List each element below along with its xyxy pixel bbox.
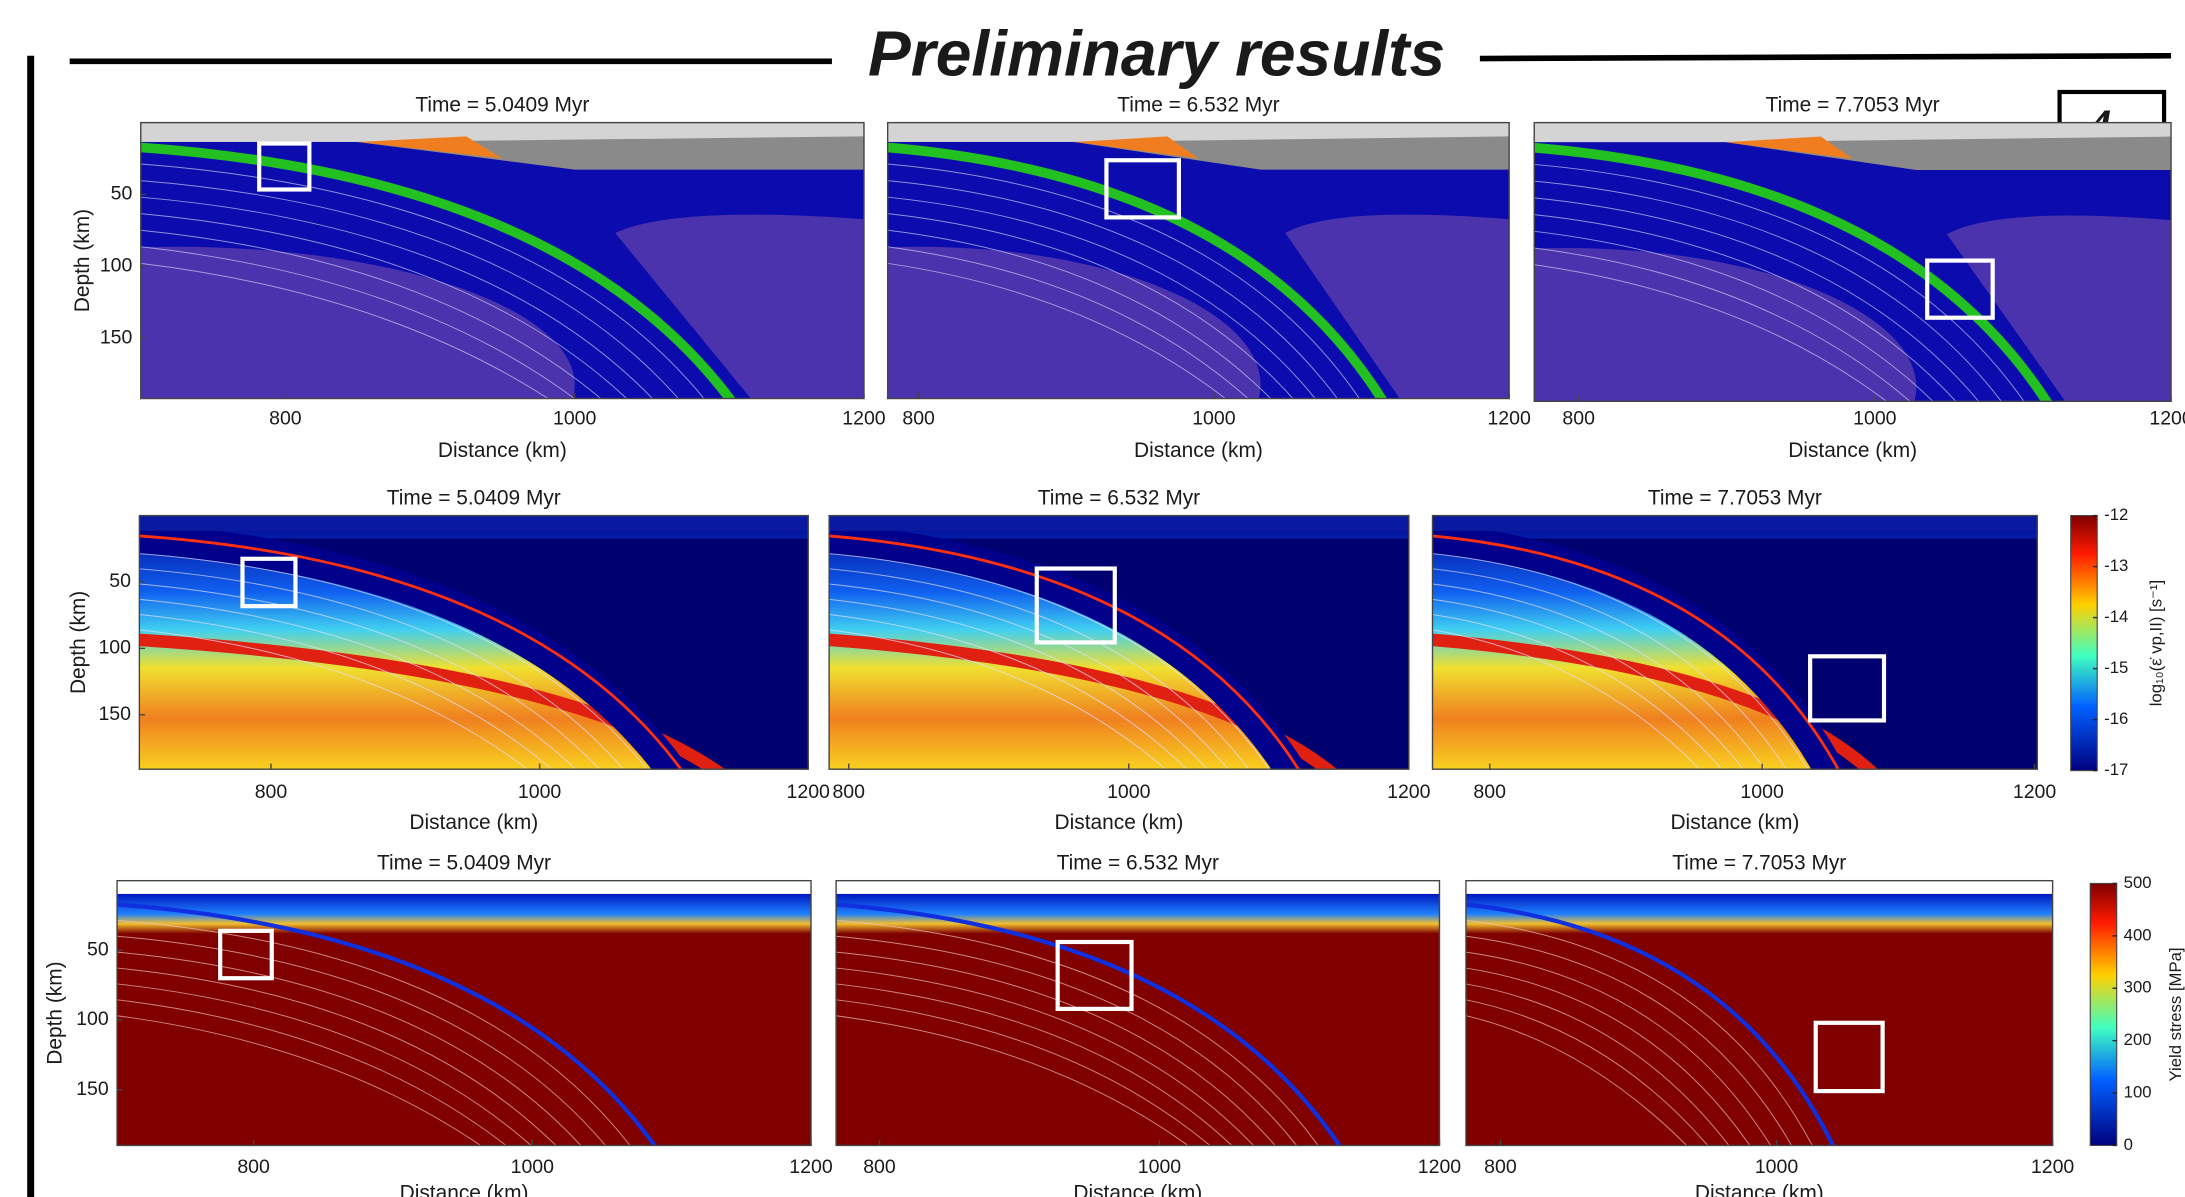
x-tick-label: 1000 — [1107, 781, 1151, 803]
colorbar-tick-label: -16 — [2104, 709, 2128, 728]
panel-title: Time = 5.0409 Myr — [387, 486, 561, 509]
y-tick-label: 50 — [109, 570, 131, 592]
x-axis-label: Distance (km) — [1788, 439, 1917, 462]
x-tick-label: 1200 — [2031, 1156, 2075, 1178]
colorbar-tick-label: 100 — [2124, 1082, 2152, 1101]
x-tick-label: 1000 — [553, 408, 597, 430]
panel-title: Time = 7.7053 Myr — [1672, 851, 1846, 874]
y-tick-label: 100 — [98, 637, 131, 659]
x-axis-label: Distance (km) — [1055, 811, 1184, 834]
y-tick-label: 100 — [76, 1008, 109, 1030]
panel-title: Time = 5.0409 Myr — [415, 93, 589, 116]
panel: Time = 7.7053 Myr 800 1000 1200 Distance (km… — [1466, 851, 2074, 1197]
colorbar-tick-label: 0 — [2124, 1135, 2133, 1154]
x-tick-label: 1200 — [1487, 408, 1531, 430]
colorbar-tick-label: -15 — [2104, 658, 2128, 677]
panel-title: Time = 7.7053 Myr — [1648, 486, 1822, 509]
x-axis-label: Distance (km) — [409, 811, 538, 834]
x-axis-label: Distance (km) — [400, 1182, 529, 1197]
surface — [829, 516, 1409, 531]
field — [1433, 516, 2038, 775]
colorbar-tick-label: -12 — [2104, 505, 2128, 524]
x-tick-label: 1000 — [1755, 1156, 1799, 1178]
upper-layer — [1466, 894, 2053, 934]
y-tick-label: 150 — [76, 1078, 109, 1100]
colorbar-tick-label: -17 — [2104, 760, 2128, 779]
x-tick-label: 1200 — [789, 1156, 833, 1178]
sky — [836, 881, 1439, 894]
x-tick-label: 800 — [1473, 781, 1506, 803]
x-axis-label: Distance (km) — [438, 439, 567, 462]
panel: Time = 5.0409 Myr 800 1000 1200 50 100 150 Dist… — [43, 851, 833, 1197]
y-tick-label: 100 — [100, 254, 133, 276]
x-tick-label: 1000 — [1740, 781, 1784, 803]
x-tick-label: 800 — [1484, 1156, 1517, 1178]
x-tick-label: 800 — [902, 408, 935, 430]
title-rule — [1480, 56, 2171, 59]
colorbar-label: Yield stress [MPa] — [2166, 947, 2185, 1081]
panel-title: Time = 7.7053 Myr — [1766, 93, 1940, 116]
y-tick-label: 50 — [87, 939, 109, 961]
x-tick-label: 1200 — [842, 408, 886, 430]
x-tick-label: 1000 — [1138, 1156, 1182, 1178]
x-tick-label: 800 — [832, 781, 865, 803]
colorbar-scale — [2090, 883, 2116, 1145]
field — [836, 881, 1439, 1151]
x-axis-label: Distance (km) — [1134, 439, 1263, 462]
colorbar-tick-label: 500 — [2124, 873, 2152, 892]
upper-layer — [117, 894, 811, 934]
x-tick-label: 1200 — [1418, 1156, 1462, 1178]
x-tick-label: 1200 — [2149, 408, 2185, 430]
x-axis-label: Distance (km) — [1695, 1182, 1824, 1197]
colorbar-tick-label: 300 — [2124, 978, 2152, 997]
y-axis-label: Depth (km) — [43, 961, 66, 1064]
x-tick-label: 1200 — [1387, 781, 1431, 803]
colorbar-tick-label: 400 — [2124, 925, 2152, 944]
field — [1466, 881, 2053, 1151]
x-axis-label: Distance (km) — [1073, 1182, 1202, 1197]
page-title: Preliminary results — [868, 17, 1445, 89]
field — [117, 881, 811, 1151]
colorbar-tick-label: 200 — [2124, 1030, 2152, 1049]
field — [139, 516, 808, 775]
surface — [139, 516, 808, 531]
y-tick-label: 50 — [111, 183, 133, 205]
x-tick-label: 800 — [269, 408, 302, 430]
page: {"header": {"title": "Preliminary result… — [0, 0, 2185, 1197]
colorbar-tick-label: -14 — [2104, 607, 2128, 626]
panel-title: Time = 6.532 Myr — [1117, 93, 1279, 116]
x-tick-label: 800 — [863, 1156, 896, 1178]
x-tick-label: 1200 — [787, 781, 831, 803]
panel-title: Time = 6.532 Myr — [1057, 851, 1219, 874]
sky — [117, 881, 811, 894]
colorbar-label: log₁₀(ε̇ vp,II) [s⁻¹] — [2147, 580, 2166, 706]
field — [829, 516, 1409, 775]
panel-title: Time = 5.0409 Myr — [377, 851, 551, 874]
x-tick-label: 1000 — [511, 1156, 555, 1178]
x-axis-label: Distance (km) — [1670, 811, 1799, 834]
y-tick-label: 150 — [100, 326, 133, 348]
x-tick-label: 800 — [1562, 408, 1595, 430]
x-tick-label: 1000 — [1192, 408, 1236, 430]
surface — [1433, 516, 2038, 531]
panel-title: Time = 6.532 Myr — [1038, 486, 1200, 509]
x-tick-label: 1000 — [518, 781, 562, 803]
x-tick-label: 800 — [255, 781, 288, 803]
sky — [1466, 881, 2053, 894]
y-axis-label: Depth (km) — [67, 591, 90, 694]
colorbar-scale — [2071, 516, 2097, 771]
colorbar-tick-label: -13 — [2104, 556, 2128, 575]
x-tick-label: 800 — [237, 1156, 270, 1178]
x-tick-label: 1200 — [2013, 781, 2057, 803]
y-tick-label: 150 — [98, 703, 131, 725]
x-tick-label: 1000 — [1853, 408, 1897, 430]
panel: Time = 6.532 Myr 800 1000 1200 Distance (km) — [836, 851, 1461, 1197]
y-axis-label: Depth (km) — [71, 209, 94, 312]
figure: Preliminary results 4c Time = 5.0409 Myr… — [0, 0, 2185, 1197]
